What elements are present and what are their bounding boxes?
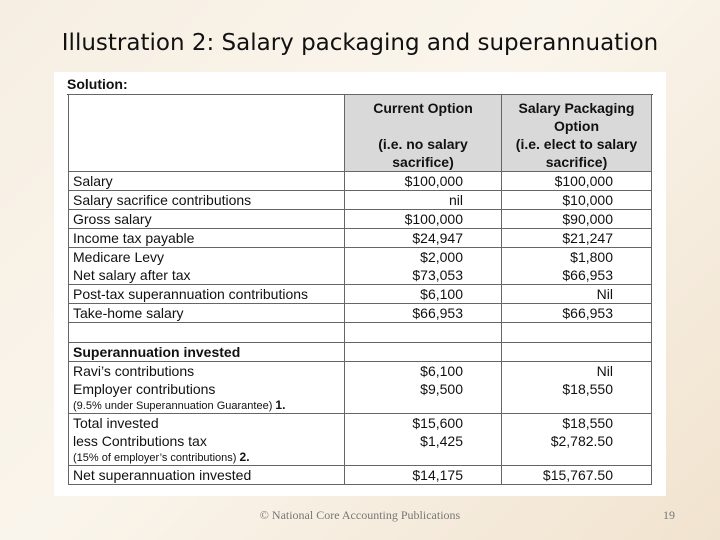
row-label: Gross salary <box>68 209 345 229</box>
spacer-cell <box>344 322 502 343</box>
packaging-value: Nil <box>501 284 652 304</box>
table-row: Net superannuation invested $14,175 $15,… <box>68 465 652 485</box>
employer-note-text: (9.5% under Superannuation Guarantee) <box>73 400 273 412</box>
current-value: $100,000 <box>344 209 502 229</box>
table-row: Total invested less Contributions tax (1… <box>68 413 652 466</box>
packaging-value: $2,782.50 <box>550 433 613 449</box>
table-row: Salary $100,000 $100,000 <box>68 171 652 191</box>
current-value-group: $2,000 $73,053 <box>344 247 502 285</box>
less-tax-note: (15% of employer’s contributions) 2. <box>73 450 340 465</box>
packaging-value: $15,767.50 <box>501 465 652 485</box>
row-label-group: Medicare Levy Net salary after tax <box>68 247 345 285</box>
row-label: Salary sacrifice contributions <box>68 190 345 210</box>
solution-label: Solution: <box>67 76 128 92</box>
row-label: Post-tax superannuation contributions <box>68 284 345 304</box>
packaging-value-group: Nil $18,550 <box>501 361 652 414</box>
blank-cell <box>344 342 502 362</box>
packaging-value: $18,550 <box>562 381 613 397</box>
row-label: Net salary after tax <box>73 267 191 283</box>
current-value: $6,100 <box>344 284 502 304</box>
table-row: Take-home salary $66,953 $66,953 <box>68 303 652 323</box>
packaging-value-group: $18,550 $2,782.50 <box>501 413 652 466</box>
less-tax-label: less Contributions tax <box>73 433 207 449</box>
table-row: Salary sacrifice contributions nil $10,0… <box>68 190 652 210</box>
current-value: nil <box>344 190 502 210</box>
current-value-group: $15,600 $1,425 <box>344 413 502 466</box>
super-heading: Superannuation invested <box>68 342 345 362</box>
current-value: $2,000 <box>420 249 463 265</box>
current-value: $15,600 <box>412 415 463 431</box>
header-row: Current Option (i.e. no salary sacrifice… <box>68 94 652 172</box>
current-value-group: $6,100 $9,500 <box>344 361 502 414</box>
packaging-value: $21,247 <box>501 228 652 248</box>
slide-title: Illustration 2: Salary packaging and sup… <box>61 30 659 56</box>
employer-note-number: 1. <box>275 398 286 412</box>
row-label: Take-home salary <box>68 303 345 323</box>
row-label: Medicare Levy <box>73 249 165 265</box>
spacer-row <box>68 322 652 343</box>
employer-note: (9.5% under Superannuation Guarantee) 1. <box>73 398 340 413</box>
blank-cell <box>501 342 652 362</box>
table-row: Gross salary $100,000 $90,000 <box>68 209 652 229</box>
row-label: Income tax payable <box>68 228 345 248</box>
table-row: Post-tax superannuation contributions $6… <box>68 284 652 304</box>
packaging-option-subtitle: (i.e. elect to salary sacrifice) <box>515 136 638 170</box>
current-value: $6,100 <box>420 363 463 379</box>
current-option-title: Current Option <box>373 100 473 116</box>
packaging-value: $10,000 <box>501 190 652 210</box>
solution-panel: Solution: Current Option (i.e. no salary… <box>54 72 666 496</box>
packaging-value: $1,800 <box>570 249 613 265</box>
less-tax-note-text: (15% of employer’s contributions) <box>73 452 237 464</box>
row-label: Net superannuation invested <box>68 465 345 485</box>
less-tax-note-number: 2. <box>239 450 250 464</box>
super-heading-row: Superannuation invested <box>68 342 652 362</box>
current-value: $73,053 <box>412 267 463 283</box>
packaging-value: Nil <box>596 363 613 379</box>
ravi-label: Ravi’s contributions <box>73 363 195 379</box>
table-row: Medicare Levy Net salary after tax $2,00… <box>68 247 652 285</box>
spacer-cell <box>501 322 652 343</box>
header-blank-cell <box>68 94 345 172</box>
table-row: Income tax payable $24,947 $21,247 <box>68 228 652 248</box>
packaging-option-header: Salary Packaging Option (i.e. elect to s… <box>501 94 652 172</box>
total-label: Total invested <box>73 415 159 431</box>
current-value: $14,175 <box>344 465 502 485</box>
packaging-value: $66,953 <box>562 267 613 283</box>
footer-copyright: © National Core Accounting Publications <box>259 508 461 522</box>
row-label: Salary <box>68 171 345 191</box>
packaging-value: $18,550 <box>562 415 613 431</box>
current-value: $66,953 <box>344 303 502 323</box>
current-value: $1,425 <box>420 433 463 449</box>
packaging-option-title: Salary Packaging Option <box>518 100 635 134</box>
current-option-header: Current Option (i.e. no salary sacrifice… <box>344 94 502 172</box>
salary-packaging-table: Current Option (i.e. no salary sacrifice… <box>68 94 652 485</box>
current-value: $100,000 <box>344 171 502 191</box>
current-value: $9,500 <box>420 381 463 397</box>
row-label: Total invested less Contributions tax (1… <box>68 413 345 466</box>
packaging-value-group: $1,800 $66,953 <box>501 247 652 285</box>
page-number: 19 <box>663 508 675 522</box>
current-value: $24,947 <box>344 228 502 248</box>
row-label: Ravi’s contributions Employer contributi… <box>68 361 345 414</box>
table-row: Ravi’s contributions Employer contributi… <box>68 361 652 414</box>
employer-label: Employer contributions <box>73 381 216 397</box>
packaging-value: $90,000 <box>501 209 652 229</box>
spacer-cell <box>68 322 345 343</box>
current-option-subtitle: (i.e. no salary sacrifice) <box>378 136 468 170</box>
packaging-value: $66,953 <box>501 303 652 323</box>
packaging-value: $100,000 <box>501 171 652 191</box>
